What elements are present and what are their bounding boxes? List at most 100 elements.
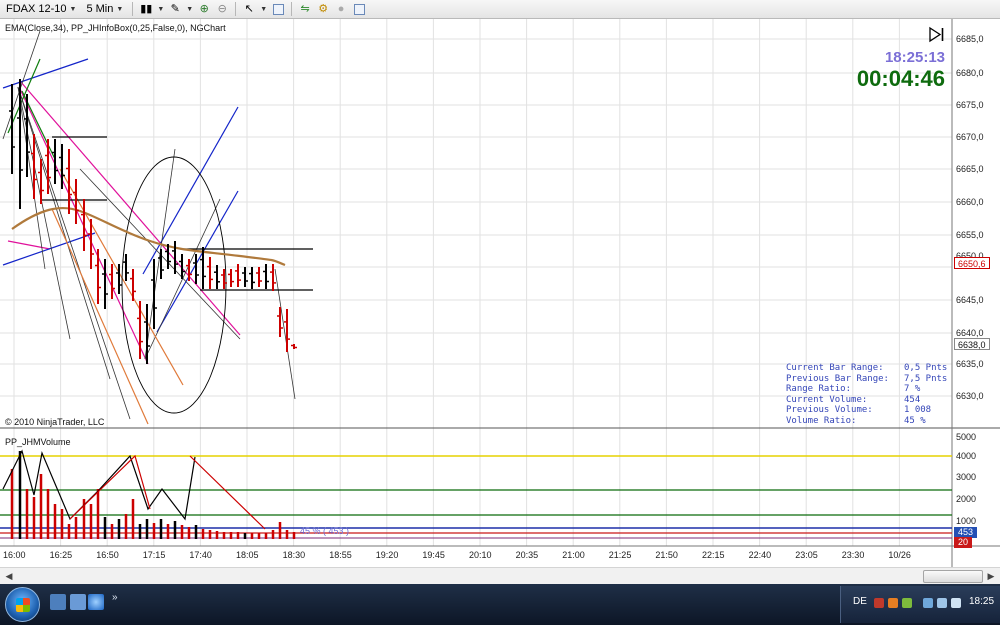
volume-note: 45 % ( 453 ) [300, 526, 350, 536]
volume-trend-line [2, 449, 196, 521]
time-tick: 21:25 [608, 550, 632, 560]
time-tick: 18:05 [236, 550, 259, 560]
time-tick: 23:30 [841, 550, 865, 560]
volume-trend-line [69, 454, 151, 520]
ray-line [51, 208, 149, 425]
price-bars [9, 79, 297, 364]
time-tick: 21:50 [655, 550, 678, 560]
price-tick: 6670,0 [956, 132, 984, 142]
volume-tag: 453 [954, 527, 978, 538]
properties-icon[interactable] [352, 2, 366, 16]
chart-toolbar: FDAX 12-10 ▼ 5 Min ▼ ▮▮ ▼ ✎ ▼ ⊕ ⊖ ↖ ▼ ⇋ … [0, 0, 1000, 19]
time-tick: 17:15 [142, 550, 166, 560]
tray-app-icon[interactable] [888, 598, 898, 608]
system-tray: DE 18:25 [840, 586, 1000, 623]
scroll-left-icon[interactable]: ◀ [5, 571, 13, 581]
price-tick: 6685,0 [956, 34, 984, 44]
time-tick: 19:20 [375, 550, 399, 560]
info-row: Current Bar Range: 0,5 Pnts [786, 363, 948, 373]
toolbar-divider [291, 2, 293, 16]
scroll-thumb[interactable] [923, 570, 983, 583]
language-indicator[interactable]: DE [853, 596, 867, 607]
drawing-objects [2, 30, 313, 425]
internet-explorer-icon[interactable] [88, 594, 104, 610]
info-box: Current Bar Range: 0,5 Pnts Previous Bar … [786, 363, 947, 426]
trend-line [2, 58, 89, 89]
draw-pencil-icon[interactable]: ✎ [170, 2, 180, 15]
time-tick: 17:40 [189, 550, 212, 560]
cursor-icon[interactable]: ↖ [244, 2, 254, 15]
play-icon[interactable] [928, 26, 945, 43]
price-tick: 6640,0 [956, 328, 984, 338]
horizontal-scrollbar[interactable]: ◀ ▶ [0, 567, 1000, 584]
copyright-label: © 2010 NinjaTrader, LLC [5, 417, 105, 427]
volume-tick: 3000 [956, 472, 977, 482]
price-tick: 6630,0 [956, 391, 984, 401]
price-tick: 6655,0 [956, 230, 984, 240]
info-row: Previous Volume: 1 008 [786, 405, 932, 415]
chevron-right-icon[interactable]: » [112, 592, 118, 603]
toolbar-divider [132, 2, 134, 16]
volume-tick: 1000 [956, 516, 977, 526]
volume-panel-label: PP_JHMVolume [5, 437, 71, 447]
chart-panel[interactable]: EMA(Close,34), PP_JHInfoBox(0,25,False,0… [0, 19, 1000, 567]
time-tick: 18:55 [329, 550, 352, 560]
windows-logo-icon [16, 598, 30, 612]
fan-line [17, 86, 131, 420]
time-tick: 16:25 [49, 550, 73, 560]
volume-icon[interactable] [951, 598, 961, 608]
tray-app-icon[interactable] [902, 598, 912, 608]
volume-tick: 2000 [956, 494, 977, 504]
tray-app-icon[interactable] [923, 598, 933, 608]
price-tick: 6645,0 [956, 295, 984, 305]
volume-trend-line [189, 455, 266, 530]
price-tick: 6680,0 [956, 68, 984, 78]
show-desktop-icon[interactable] [50, 594, 66, 610]
switch-windows-icon[interactable] [70, 594, 86, 610]
time-tick: 16:00 [3, 550, 26, 560]
interval-dropdown[interactable]: 5 Min ▼ [83, 2, 126, 17]
windows-taskbar: » DE 18:25 [0, 584, 1000, 625]
zoom-in-icon[interactable]: ⊕ [199, 2, 209, 15]
clock-time: 18:25:13 [884, 49, 945, 66]
fan-line [2, 30, 41, 140]
chevron-down-icon[interactable]: ▼ [157, 5, 165, 13]
zoom-out-icon[interactable]: ⊖ [217, 2, 227, 15]
taskbar-clock[interactable]: 18:25 [969, 596, 995, 607]
trend-line [2, 232, 96, 266]
record-icon[interactable]: ● [337, 2, 345, 15]
ray-line [59, 168, 184, 386]
time-tick: 16:50 [96, 550, 119, 560]
fan-line [274, 268, 296, 400]
trend-line [142, 106, 239, 275]
chevron-down-icon[interactable]: ▼ [260, 5, 268, 13]
instrument-dropdown[interactable]: FDAX 12-10 ▼ [3, 2, 79, 17]
time-tick: 20:35 [515, 550, 539, 560]
strategies-icon[interactable]: ⚙ [318, 2, 329, 15]
trend-line [19, 80, 241, 336]
interval-label: 5 Min [86, 3, 114, 15]
network-icon[interactable] [937, 598, 947, 608]
tray-app-icon[interactable] [874, 598, 884, 608]
info-row: Current Volume: 454 [786, 394, 921, 405]
toolbar-divider [235, 2, 237, 16]
volume-zero-tag: 20 [954, 537, 973, 548]
chevron-down-icon: ▼ [69, 5, 77, 13]
volume-panel [0, 449, 952, 539]
time-tick: 22:15 [702, 550, 725, 560]
info-row: Previous Bar Range: 7,5 Pnts [786, 373, 948, 384]
chart-canvas[interactable] [0, 19, 1000, 567]
info-row: Volume Ratio: 45 % [786, 415, 926, 426]
trend-line [156, 190, 239, 333]
time-tick: 10/26 [888, 550, 911, 560]
scroll-right-icon[interactable]: ▶ [987, 571, 995, 581]
volume-tick: 4000 [956, 451, 977, 461]
start-button[interactable] [5, 587, 40, 622]
bar-style-icon[interactable]: ▮▮ [140, 2, 153, 15]
data-box-icon[interactable] [271, 2, 285, 16]
trend-line [7, 240, 51, 250]
time-tick: 23:05 [795, 550, 818, 560]
time-tick: 20:10 [469, 550, 492, 560]
chevron-down-icon[interactable]: ▼ [186, 5, 194, 13]
indicators-icon[interactable]: ⇋ [300, 2, 310, 15]
